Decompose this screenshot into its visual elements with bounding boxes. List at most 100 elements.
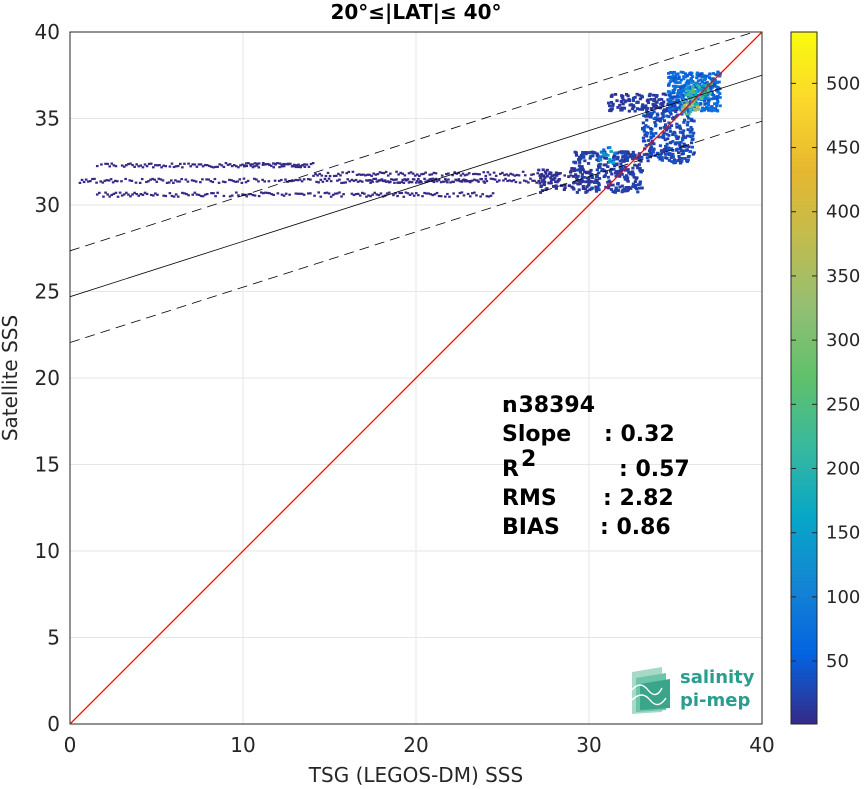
density-cell [147, 180, 150, 183]
density-cell [178, 162, 182, 165]
density-cell [647, 115, 651, 118]
density-cell [356, 180, 360, 183]
density-cell [640, 186, 644, 190]
density-cell [221, 180, 225, 183]
density-cell [540, 180, 544, 183]
density-cell [104, 191, 107, 194]
density-cell [358, 179, 362, 182]
density-cell [621, 189, 625, 192]
density-cell [86, 180, 90, 183]
density-cell [646, 125, 650, 129]
density-cell [637, 152, 642, 155]
density-cell [677, 75, 681, 79]
density-cell [128, 179, 132, 182]
density-cell [665, 107, 669, 110]
density-cell [663, 123, 668, 127]
density-cell [425, 192, 428, 195]
density-cell [650, 153, 654, 157]
density-cell [602, 175, 606, 179]
density-cell [695, 105, 700, 109]
density-cell [711, 80, 716, 84]
density-cell [635, 92, 639, 96]
density-cell [550, 178, 555, 181]
density-cell [278, 166, 281, 169]
density-cell [154, 192, 157, 195]
density-cell [686, 109, 691, 113]
density-cell [670, 160, 674, 163]
density-cell [649, 132, 654, 136]
density-cell [243, 165, 246, 168]
density-cell [603, 169, 607, 173]
density-cell [619, 150, 624, 154]
density-cell [602, 153, 606, 157]
density-cell [626, 152, 631, 156]
density-cell [255, 162, 259, 165]
density-cell [338, 191, 341, 194]
density-cell [350, 178, 354, 181]
density-cell [356, 192, 360, 195]
density-cell [645, 134, 649, 138]
density-cell [588, 156, 592, 160]
density-cell [389, 172, 392, 175]
density-cell [686, 86, 690, 90]
density-cell [715, 104, 719, 108]
density-cell [190, 179, 194, 182]
density-cell [143, 163, 147, 166]
density-cell [622, 151, 626, 155]
density-cell [690, 84, 695, 88]
density-cell [293, 165, 296, 168]
density-cell [448, 195, 451, 198]
density-cell [687, 116, 691, 120]
density-cell [596, 185, 600, 189]
density-cell [557, 177, 561, 181]
density-cell [627, 186, 631, 189]
density-cell [710, 109, 714, 113]
density-cell [246, 179, 250, 182]
density-cell [691, 152, 695, 156]
density-cell [652, 142, 656, 146]
density-cell [372, 177, 376, 181]
density-cell [538, 181, 542, 185]
density-cell [376, 172, 380, 176]
density-cell [678, 160, 682, 164]
density-cell [307, 192, 310, 195]
density-cell [473, 191, 476, 194]
density-cell [631, 99, 636, 102]
density-cell [679, 95, 684, 99]
density-cell [712, 93, 716, 97]
density-cell [266, 162, 269, 166]
density-cell [602, 163, 606, 167]
density-cell [679, 140, 683, 144]
density-cell [658, 157, 663, 160]
density-cell [699, 78, 703, 82]
density-cell [578, 170, 583, 174]
density-cell [665, 132, 669, 136]
density-cell [193, 191, 197, 194]
density-cell [545, 168, 549, 172]
density-cell [652, 134, 656, 138]
density-cell [379, 192, 383, 195]
density-cell [292, 163, 296, 166]
density-cell [713, 79, 718, 82]
density-cell [595, 152, 599, 156]
density-cell [439, 181, 443, 184]
density-cell [484, 177, 488, 180]
density-cell [670, 95, 674, 99]
density-cell [686, 93, 691, 97]
density-cell [676, 106, 680, 110]
density-cell [567, 184, 571, 188]
density-cell [583, 170, 587, 174]
density-cell [653, 121, 657, 124]
density-cell [191, 193, 195, 196]
density-cell [718, 104, 722, 108]
density-cell [645, 111, 650, 114]
density-cell [570, 167, 574, 170]
density-cell [635, 176, 639, 180]
density-cell [636, 190, 640, 194]
density-cell [667, 121, 671, 125]
density-cell [582, 151, 587, 154]
density-cell [300, 192, 304, 195]
density-cell [667, 115, 671, 119]
density-cell [418, 174, 421, 178]
density-cell [667, 153, 671, 157]
